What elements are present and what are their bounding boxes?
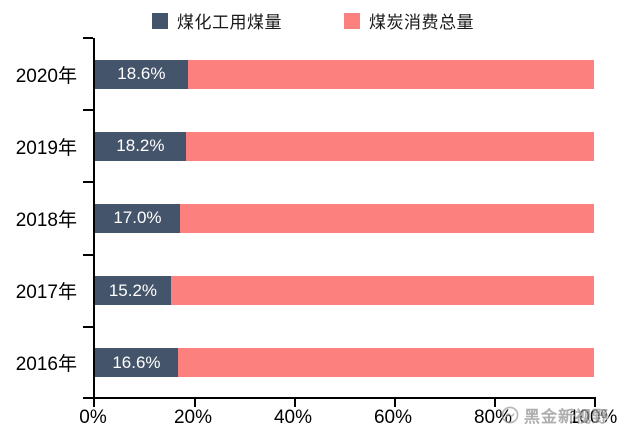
- bar-value-label: 15.2%: [108, 280, 158, 300]
- bar-value-label: 16.6%: [112, 352, 161, 372]
- bar-segment-total: [185, 131, 594, 161]
- x-axis-tick: [194, 397, 196, 407]
- stacked-bar: 18.2%: [95, 131, 594, 161]
- bar-value-label: 17.0%: [113, 208, 162, 228]
- chart-legend: 煤化工用煤量 煤炭消费总量: [0, 8, 626, 33]
- stacked-bar: 18.6%: [95, 59, 594, 89]
- x-axis-tick: [93, 397, 95, 407]
- legend-label: 煤化工用煤量: [177, 13, 282, 32]
- bar-segment-coal-chemical: 18.2%: [95, 131, 186, 161]
- x-axis-label: 100%: [568, 407, 618, 428]
- legend-item-coal-chemical: 煤化工用煤量: [152, 8, 282, 33]
- y-axis-tick: [83, 325, 93, 328]
- x-axis-label: 0%: [79, 407, 107, 428]
- y-axis-tick: [83, 181, 93, 184]
- bar-value-label: 18.6%: [117, 64, 166, 84]
- bar-segment-total: [177, 348, 594, 378]
- bar-row-2016: 16.6%: [95, 327, 594, 399]
- plot-area: 18.6% 18.2% 17.0%: [83, 37, 596, 407]
- y-axis-label: 2017年: [15, 282, 77, 304]
- bar-segment-total: [187, 59, 594, 89]
- x-axis-tick: [394, 397, 396, 407]
- stacked-bar: 15.2%: [95, 276, 594, 306]
- bar-segment-total: [179, 203, 594, 233]
- y-axis-tick: [83, 253, 93, 256]
- x-axis-tick: [494, 397, 496, 407]
- watermark-logo-icon: [501, 406, 519, 424]
- x-axis-label: 40%: [273, 407, 313, 428]
- y-axis-tick: [83, 37, 93, 39]
- y-axis-tick: [83, 397, 93, 399]
- bar-segment-coal-chemical: 18.6%: [95, 59, 188, 89]
- bar-row-2017: 15.2%: [95, 255, 594, 327]
- y-axis-label: 2018年: [15, 209, 77, 231]
- bar-segment-coal-chemical: 15.2%: [95, 276, 171, 306]
- stacked-bar: 16.6%: [95, 348, 594, 378]
- legend-swatch-navy: [152, 12, 168, 29]
- legend-swatch-pink: [344, 12, 360, 29]
- bar-segment-coal-chemical: 16.6%: [95, 348, 178, 378]
- watermark: 黑金新视野: [501, 403, 609, 427]
- y-axis-labels: 2020年 2019年 2018年 2017年 2016年: [0, 38, 84, 399]
- x-axis-tick: [594, 397, 596, 407]
- x-axis-labels: 0% 20% 40% 60% 80% 100%: [79, 407, 617, 433]
- x-axis-tick: [294, 397, 296, 407]
- bar-row-2019: 18.2%: [95, 110, 594, 182]
- legend-label: 煤炭消费总量: [369, 13, 474, 32]
- legend-item-total-consumption: 煤炭消费总量: [344, 8, 474, 33]
- bar-segment-coal-chemical: 17.0%: [95, 203, 180, 233]
- y-axis-label: 2020年: [15, 65, 77, 87]
- bar-row-2020: 18.6%: [95, 38, 594, 110]
- x-axis-label: 60%: [373, 407, 413, 428]
- y-axis-tick: [83, 109, 93, 112]
- y-axis-label: 2016年: [15, 354, 77, 376]
- y-axis-label: 2019年: [15, 137, 77, 159]
- bar-row-2018: 17.0%: [95, 182, 594, 254]
- x-axis-label: 20%: [173, 407, 213, 428]
- watermark-text: 黑金新视野: [524, 409, 610, 426]
- stacked-bar: 17.0%: [95, 203, 594, 233]
- bar-value-label: 18.2%: [116, 136, 165, 156]
- bar-segment-total: [170, 276, 594, 306]
